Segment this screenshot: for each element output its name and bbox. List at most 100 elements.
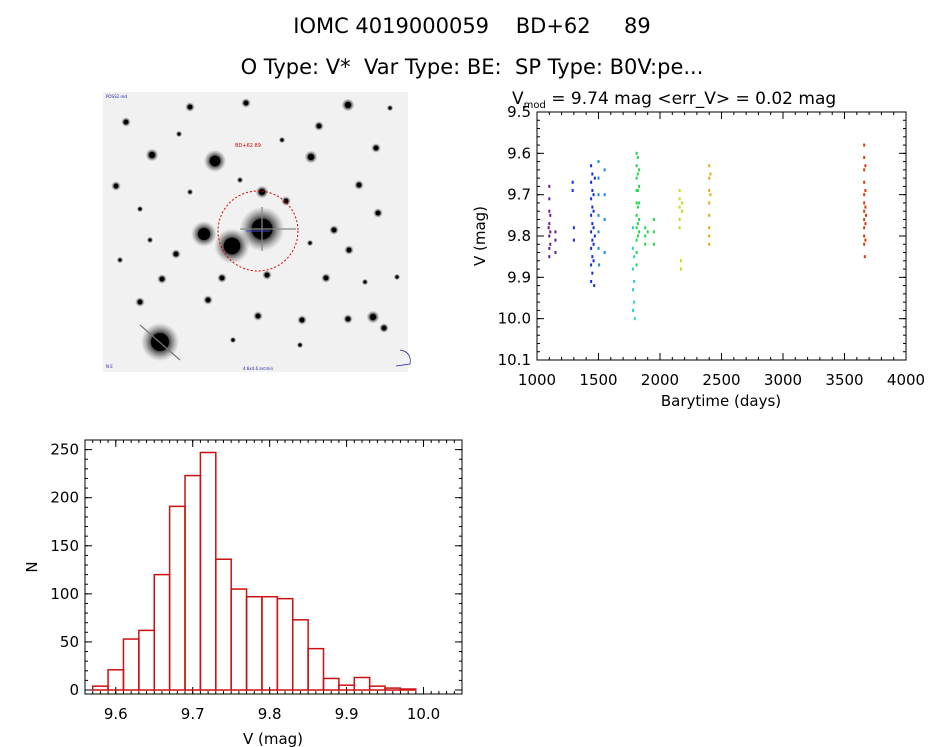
star-core <box>345 102 351 108</box>
data-point <box>679 267 682 271</box>
data-point <box>597 213 600 217</box>
y-tick-label: 9.8 <box>507 227 531 245</box>
histogram-bar <box>153 573 171 691</box>
data-point <box>548 234 551 238</box>
data-point <box>863 226 866 230</box>
data-point <box>590 263 593 267</box>
data-point <box>592 259 595 263</box>
data-point <box>679 259 682 263</box>
data-point <box>548 197 551 201</box>
star-core <box>209 155 221 167</box>
data-point <box>591 189 594 193</box>
data-point <box>865 213 868 217</box>
data-point <box>593 176 596 180</box>
star-core <box>316 123 322 129</box>
data-point <box>590 180 593 184</box>
data-point <box>597 160 600 164</box>
target-marker: BD+62 89 <box>217 143 299 272</box>
data-point <box>678 205 681 209</box>
sky-caption-bottom-left: N E <box>106 364 113 369</box>
data-point <box>635 263 638 267</box>
data-point <box>678 189 681 193</box>
star-core <box>255 313 261 319</box>
data-point <box>708 201 711 205</box>
star-core <box>346 247 352 253</box>
data-point <box>597 193 600 197</box>
star-core <box>381 325 387 331</box>
histogram-bar <box>368 685 386 691</box>
data-point <box>554 230 557 234</box>
data-point <box>646 230 649 234</box>
data-point <box>603 193 606 197</box>
data-point <box>548 222 551 226</box>
star-field <box>111 98 401 362</box>
histogram-bar <box>184 474 202 691</box>
data-point <box>590 213 593 217</box>
data-point <box>652 230 655 234</box>
data-point <box>593 234 596 238</box>
data-point <box>636 155 639 159</box>
x-tick-label: 9.6 <box>104 705 128 723</box>
sky-image: BD+62 89 POSS2 red 4.6x4.6 arcmin N E <box>103 92 411 372</box>
x-tick-label: 1000 <box>518 371 556 389</box>
data-point <box>638 230 641 234</box>
data-point <box>597 230 600 234</box>
data-point <box>708 189 711 193</box>
chart-title-types: O Type: V* Var Type: BE: SP Type: B0V:pe… <box>240 55 704 79</box>
data-point <box>636 234 639 238</box>
data-point <box>603 168 606 172</box>
data-point <box>631 246 634 250</box>
star-core <box>299 317 305 323</box>
data-point <box>597 176 600 180</box>
star-core <box>187 104 193 110</box>
y-tick-label: 10.1 <box>498 351 531 369</box>
histogram-bar <box>291 619 309 691</box>
star-core <box>238 178 242 182</box>
data-point <box>591 205 594 209</box>
data-point <box>638 168 641 172</box>
star-core <box>198 228 210 240</box>
histogram-bar <box>322 677 340 691</box>
histogram-ylabel: N <box>23 561 41 572</box>
data-point <box>652 242 655 246</box>
data-point <box>863 155 866 159</box>
x-tick-label: 3500 <box>825 371 863 389</box>
y-tick-label: 50 <box>60 633 79 651</box>
data-point <box>863 217 866 221</box>
y-tick-label: 200 <box>50 489 79 507</box>
star-core <box>331 227 337 233</box>
data-point <box>554 238 557 242</box>
data-point <box>571 180 574 184</box>
data-point <box>678 226 681 230</box>
y-tick-label: 10.0 <box>498 310 531 328</box>
data-point <box>863 255 866 259</box>
compass-icon <box>395 349 411 367</box>
star-core <box>223 237 241 255</box>
histogram-bar <box>122 638 140 691</box>
data-point <box>635 251 638 255</box>
y-tick-label: 9.9 <box>507 268 531 286</box>
data-point <box>548 184 551 188</box>
data-point <box>597 246 600 250</box>
data-point <box>636 172 639 176</box>
histogram-bar <box>107 669 125 691</box>
data-point <box>590 197 593 201</box>
star-core <box>205 297 211 303</box>
data-point <box>633 279 636 283</box>
data-point <box>635 176 638 180</box>
data-point <box>633 255 636 259</box>
histogram-bar <box>230 588 248 691</box>
data-point <box>709 193 712 197</box>
sky-caption-top-left: POSS2 red <box>106 94 127 99</box>
x-tick-label: 2000 <box>641 371 679 389</box>
chart-title-identifier: IOMC 4019000059 BD+62 89 <box>293 14 651 38</box>
star-core <box>149 152 155 158</box>
data-point <box>863 168 866 172</box>
light-curve-title: Vmod = 9.74 mag <err_V> = 0.02 mag <box>512 89 836 111</box>
diffraction-spike <box>139 324 181 361</box>
histogram-bar <box>199 451 217 691</box>
data-point <box>633 317 636 321</box>
data-point <box>631 288 634 292</box>
data-point <box>678 197 681 201</box>
x-tick-label: 4000 <box>887 371 925 389</box>
